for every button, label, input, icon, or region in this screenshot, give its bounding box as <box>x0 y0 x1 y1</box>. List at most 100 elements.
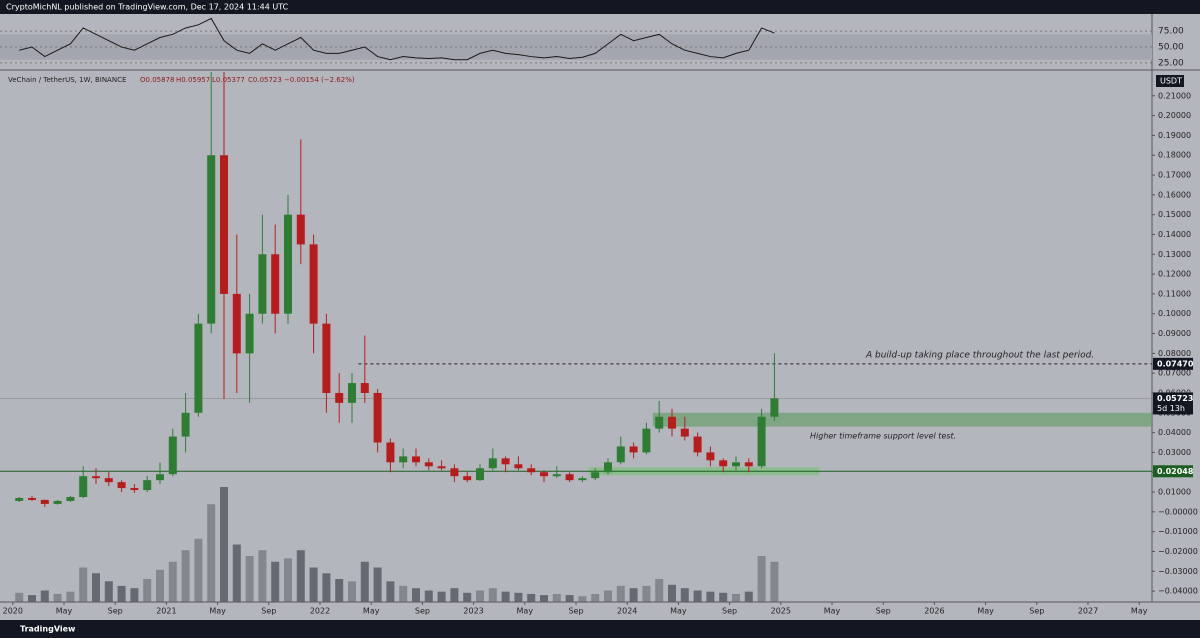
volume-bar <box>719 592 728 602</box>
candle-body <box>156 474 164 481</box>
y-tick-label: 0.14000 <box>1158 230 1191 239</box>
volume-bar <box>40 590 49 602</box>
candle-body <box>719 460 728 467</box>
y-tick-label: 0.07000 <box>1158 369 1191 378</box>
footer: TradingView <box>20 625 76 634</box>
ohlc-value: L0.05377 <box>212 76 245 84</box>
y-tick-label: 0.01000 <box>1158 488 1191 497</box>
volume-bar <box>271 561 280 602</box>
x-tick-label: 2021 <box>156 607 176 616</box>
volume-bar <box>207 504 216 602</box>
y-tick-label: 0.11000 <box>1158 289 1191 298</box>
volume-bar <box>744 591 753 602</box>
y-tick-label: 0.04000 <box>1158 428 1191 437</box>
y-tick-label: −0.03000 <box>1158 567 1198 576</box>
volume-bar <box>668 584 676 602</box>
volume-bar <box>92 573 100 602</box>
candle-body <box>463 476 472 481</box>
volume-bar <box>335 579 344 602</box>
y-tick-label: 0.12000 <box>1158 270 1191 279</box>
y-tick-label: 0.13000 <box>1158 250 1191 259</box>
volume-bar <box>476 590 484 602</box>
candle-body <box>245 313 254 354</box>
x-tick-label: Sep <box>108 607 123 616</box>
volume-bar <box>117 585 126 602</box>
resistance-label: 0.07470 <box>1157 359 1194 368</box>
volume-bar <box>28 595 36 602</box>
x-tick-label: 2026 <box>924 607 944 616</box>
candle-body <box>706 452 715 461</box>
candle-body <box>373 392 382 443</box>
volume-bar <box>463 592 472 602</box>
volume-bar <box>104 581 113 602</box>
volume-bar <box>488 588 497 602</box>
y-tick-label: −0.02000 <box>1158 547 1198 556</box>
candle-body <box>130 488 139 491</box>
y-tick-label: 0.18000 <box>1158 151 1191 160</box>
x-tick-label: 2022 <box>310 607 330 616</box>
candle-body <box>629 446 638 453</box>
y-tick-label: 0.21000 <box>1158 91 1191 100</box>
volume-bar <box>181 550 190 602</box>
volume-bar <box>15 592 24 602</box>
candle-body <box>424 462 433 467</box>
x-tick-label: Sep <box>1029 607 1044 616</box>
x-tick-label: Sep <box>568 607 583 616</box>
candle-body <box>207 155 216 324</box>
candle-body <box>296 214 305 245</box>
top-bar <box>0 0 1200 14</box>
volume-bar <box>258 550 267 602</box>
rsi-tick-label: 50.00 <box>1158 43 1184 53</box>
volume-bar <box>540 595 548 602</box>
volume-bar <box>616 585 625 602</box>
candle-body <box>168 436 177 475</box>
x-tick-label: Sep <box>722 607 737 616</box>
volume-bar <box>693 590 702 602</box>
candle-body <box>322 323 331 393</box>
volume-bar <box>309 567 318 602</box>
volume-bar <box>373 567 382 602</box>
x-tick-label: 2020 <box>3 607 23 616</box>
support-zone <box>652 412 1152 427</box>
candle-body <box>642 428 651 453</box>
x-tick-label: 2024 <box>617 607 637 616</box>
x-tick-label: May <box>977 607 994 616</box>
x-tick-label: May <box>1131 607 1148 616</box>
ohlc-value: C0.05723 <box>248 76 282 84</box>
volume-bar <box>552 593 561 602</box>
volume-bar <box>232 544 241 602</box>
volume-bar <box>642 585 651 602</box>
volume-bar <box>386 581 395 602</box>
y-tick-label: 0.16000 <box>1158 190 1191 199</box>
x-tick-label: May <box>56 607 73 616</box>
candle-body <box>437 466 446 469</box>
volume-bar <box>143 579 152 602</box>
x-tick-label: May <box>517 607 534 616</box>
publisher: CryptoMichNL published on TradingView.co… <box>6 3 289 12</box>
volume-bar <box>424 590 433 602</box>
rsi-tick-label: 75.00 <box>1158 27 1184 37</box>
candle-body <box>732 462 740 467</box>
y-tick-label: 0.09000 <box>1158 329 1191 338</box>
volume-bar <box>168 561 177 602</box>
candle-body <box>28 497 36 500</box>
candle-body <box>40 499 49 504</box>
volume-bar <box>565 595 574 602</box>
volume-bar <box>220 487 228 602</box>
volume-bar <box>53 593 62 602</box>
support-label-bg <box>1153 465 1193 478</box>
candle-body <box>386 442 395 463</box>
volume-bar <box>322 573 331 602</box>
x-tick-label: May <box>824 607 841 616</box>
x-tick-label: May <box>670 607 687 616</box>
candle-body <box>770 398 779 417</box>
y-tick-label: 0.15000 <box>1158 210 1191 219</box>
candle-body <box>284 214 292 314</box>
candle-body <box>591 472 600 479</box>
y-tick-label: 0.20000 <box>1158 111 1191 120</box>
candle-body <box>15 497 24 501</box>
volume-bar <box>245 556 254 602</box>
y-tick-label: 0.10000 <box>1158 309 1191 318</box>
candle-body <box>335 392 344 403</box>
